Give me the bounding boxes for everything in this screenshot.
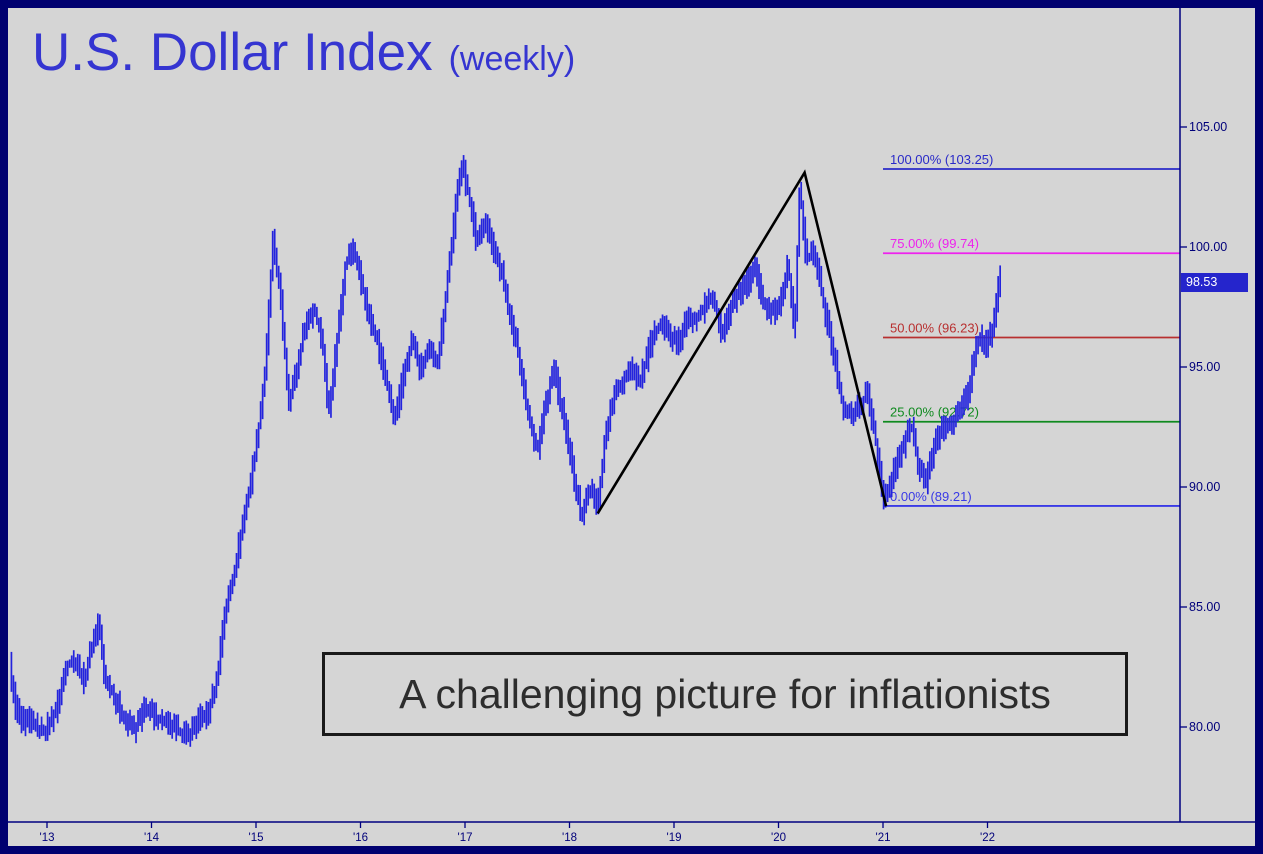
x-tick-label: '19 [667,832,682,844]
x-tick-label: '17 [458,832,473,844]
y-tick-label: 100.00 [1189,240,1227,254]
x-tick-label: '13 [40,832,55,844]
abc-trendline [596,169,888,515]
x-tick-label: '14 [144,832,160,844]
chart-title-qualifier: (weekly) [448,40,576,78]
fib-label-100pct: 100.00% (103.25) [890,152,993,167]
annotation-box: A challenging picture for inflationists [322,652,1128,736]
current-price-tag: 98.53 [1181,273,1248,292]
fib-retracement-group: 100.00% (103.25) 75.00% (99.74) 50.00% (96… [883,152,1180,507]
annotation-text: A challenging picture for inflationists [399,670,1051,717]
y-tick-label: 80.00 [1189,720,1220,734]
fib-label-50pct: 50.00% (96.23) [890,320,979,335]
x-tick-label: '16 [353,832,368,844]
x-tick-label: '18 [562,832,577,844]
price-bars [10,155,1002,747]
y-tick-label: 85.00 [1189,600,1220,614]
x-tick-label: '15 [249,832,264,844]
y-tick-label: 105.00 [1189,120,1227,134]
chart-title: U.S. Dollar Index (weekly) [32,22,575,83]
axes-group [8,8,1255,823]
y-tick-label: 90.00 [1189,480,1220,494]
x-tick-label: '20 [771,832,786,844]
x-tick-label: '22 [980,832,995,844]
fib-label-75pct: 75.00% (99.74) [890,236,979,251]
axis-ticks-group: 105.00 100.00 95.00 90.00 85.00 80.00 '13 '14 '1… [40,120,1228,844]
chart-title-text: U.S. Dollar Index [32,23,433,82]
fib-label-0pct: 0.00% (89.21) [890,489,972,504]
x-tick-label: '21 [876,832,891,844]
y-tick-label: 95.00 [1189,360,1220,374]
